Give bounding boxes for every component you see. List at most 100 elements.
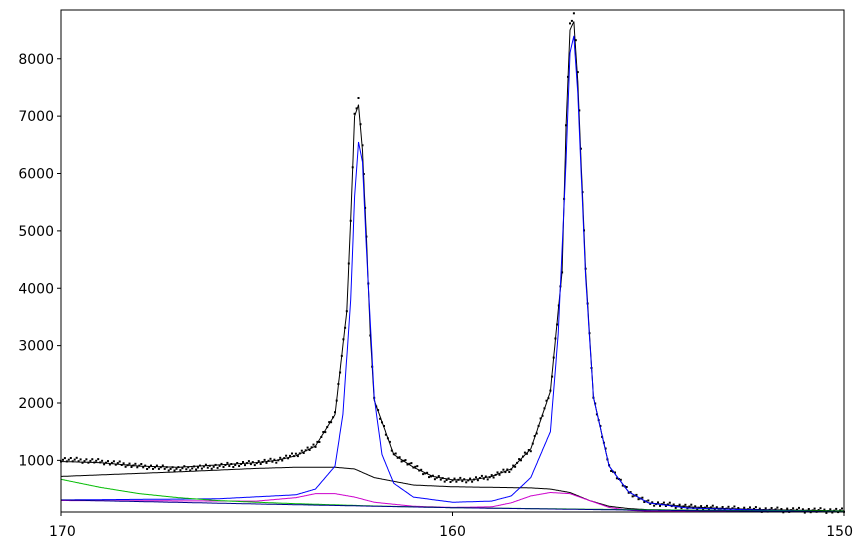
data-point <box>518 458 521 461</box>
data-point <box>572 12 575 15</box>
data-point <box>535 432 538 435</box>
data-point <box>786 507 789 510</box>
data-point <box>459 476 462 479</box>
plot-background <box>61 10 844 512</box>
data-point <box>502 468 505 471</box>
data-point <box>97 458 100 461</box>
y-tick-label: 2000 <box>18 396 54 412</box>
data-point <box>776 506 779 509</box>
data-point <box>189 469 192 472</box>
data-point <box>312 443 315 446</box>
x-tick-label: 160 <box>439 524 466 540</box>
data-point <box>79 458 82 461</box>
data-point <box>508 471 511 473</box>
data-point <box>95 459 98 462</box>
data-point <box>498 473 501 476</box>
data-point <box>167 469 170 472</box>
data-point <box>85 458 88 461</box>
data-point <box>275 461 278 464</box>
data-point <box>161 464 164 467</box>
data-point <box>388 440 391 443</box>
data-point <box>318 441 321 443</box>
data-point <box>414 465 417 468</box>
data-point <box>706 504 708 507</box>
data-point <box>355 107 358 110</box>
data-point <box>484 475 487 478</box>
data-point <box>651 501 654 504</box>
data-point <box>322 431 325 433</box>
data-point <box>398 456 401 459</box>
data-point <box>400 460 403 463</box>
data-point <box>625 486 628 488</box>
data-point <box>291 452 293 455</box>
series-1 <box>61 21 845 512</box>
data-point <box>576 71 579 74</box>
data-point <box>792 507 795 510</box>
data-point <box>416 465 419 468</box>
data-point <box>715 506 718 509</box>
data-point <box>426 471 429 474</box>
data-point <box>75 456 78 459</box>
data-point <box>529 450 532 453</box>
data-point <box>81 461 84 464</box>
data-point <box>525 452 528 455</box>
data-point <box>181 467 184 470</box>
data-point <box>179 469 182 472</box>
data-point <box>324 431 327 434</box>
data-point <box>108 463 111 466</box>
data-point <box>733 505 736 508</box>
data-point <box>140 463 143 465</box>
data-point <box>152 467 154 470</box>
data-point <box>259 463 262 465</box>
data-point <box>829 508 832 511</box>
data-point <box>249 463 252 466</box>
data-point <box>232 466 235 468</box>
data-point <box>637 498 640 501</box>
data-point <box>678 503 681 506</box>
data-point <box>408 462 411 465</box>
data-point <box>200 467 203 470</box>
data-point <box>212 465 215 468</box>
data-point <box>253 464 256 467</box>
data-point <box>430 475 432 478</box>
data-point <box>614 471 616 474</box>
data-point <box>672 503 675 506</box>
data-point <box>841 507 843 510</box>
data-point <box>819 507 822 510</box>
data-point <box>116 462 119 465</box>
data-point <box>91 458 94 461</box>
data-point <box>486 478 489 481</box>
data-point <box>263 458 266 461</box>
data-point <box>680 507 683 510</box>
data-point <box>183 465 186 468</box>
data-point <box>754 506 757 509</box>
data-point <box>195 468 198 471</box>
data-point <box>807 508 810 510</box>
data-point <box>107 460 109 463</box>
data-point <box>306 446 309 449</box>
y-tick-label: 1000 <box>18 453 54 469</box>
data-point <box>471 480 474 483</box>
data-point <box>453 477 456 480</box>
data-point <box>384 433 387 436</box>
series-6 <box>61 499 844 513</box>
data-point <box>175 467 178 470</box>
data-point <box>154 466 156 469</box>
data-point <box>690 503 693 506</box>
data-point <box>157 467 160 470</box>
data-point <box>269 457 272 460</box>
data-point <box>244 464 246 467</box>
y-tick-label: 3000 <box>18 339 54 355</box>
data-point <box>823 508 826 511</box>
data-point <box>433 478 436 481</box>
data-point <box>696 508 699 511</box>
data-point <box>110 461 113 464</box>
data-point <box>707 508 710 511</box>
series-line <box>61 21 845 512</box>
data-point <box>114 463 117 466</box>
data-point <box>490 474 493 477</box>
data-point <box>155 464 158 467</box>
data-point <box>420 468 423 471</box>
data-point <box>279 456 282 459</box>
data-point <box>463 478 466 481</box>
